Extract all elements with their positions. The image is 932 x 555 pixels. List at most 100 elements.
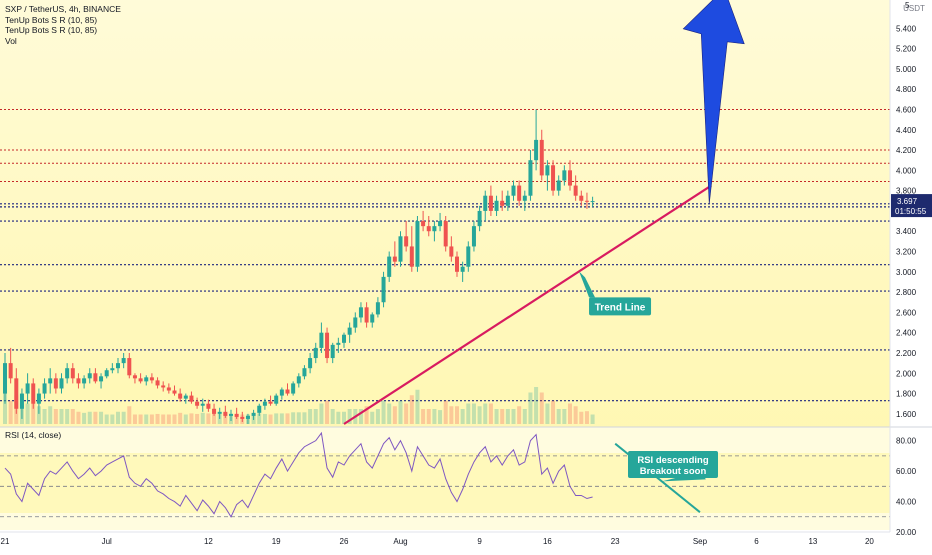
candle[interactable] (466, 241, 471, 272)
candle[interactable] (234, 407, 239, 419)
candle[interactable] (517, 180, 522, 206)
candle[interactable] (409, 226, 414, 272)
candle[interactable] (460, 261, 465, 282)
candle[interactable] (121, 352, 126, 369)
candle[interactable] (245, 413, 250, 424)
trend-callout-box[interactable] (589, 297, 652, 316)
rsi-callout-box[interactable] (628, 451, 718, 478)
candle[interactable] (8, 347, 13, 384)
candle[interactable] (285, 383, 290, 396)
candle[interactable] (110, 363, 115, 374)
candle[interactable] (291, 381, 296, 396)
candle[interactable] (511, 180, 516, 201)
candle[interactable] (223, 405, 228, 418)
candle[interactable] (166, 383, 171, 394)
candle[interactable] (494, 195, 499, 216)
candle[interactable] (93, 368, 98, 384)
candle[interactable] (443, 216, 448, 252)
candle[interactable] (455, 251, 459, 277)
candle[interactable] (308, 352, 313, 374)
indicator-volume[interactable]: Vol (5, 35, 17, 46)
candle[interactable] (579, 190, 584, 206)
candle[interactable] (325, 327, 330, 364)
candle[interactable] (42, 378, 47, 399)
candle[interactable] (471, 221, 476, 252)
candle[interactable] (330, 342, 335, 364)
candle[interactable] (25, 373, 30, 404)
candle[interactable] (172, 385, 177, 396)
candle[interactable] (195, 397, 200, 409)
candle[interactable] (3, 352, 7, 404)
candle[interactable] (319, 322, 324, 353)
candle[interactable] (36, 388, 41, 414)
candle[interactable] (392, 241, 397, 267)
candle[interactable] (522, 190, 527, 211)
candle[interactable] (99, 373, 104, 389)
candle[interactable] (347, 322, 352, 343)
candle[interactable] (370, 312, 375, 328)
candle[interactable] (14, 368, 19, 414)
candle[interactable] (161, 381, 166, 392)
candle[interactable] (189, 391, 194, 404)
indicator-sr-1[interactable]: TenUp Bots S R (10, 85) (5, 14, 98, 25)
candle[interactable] (268, 395, 273, 406)
candle[interactable] (53, 373, 58, 394)
candle[interactable] (217, 407, 222, 419)
candle[interactable] (251, 409, 256, 420)
candle[interactable] (358, 302, 363, 323)
candle[interactable] (477, 205, 482, 232)
candle[interactable] (104, 368, 109, 379)
candle[interactable] (274, 393, 279, 406)
candle[interactable] (364, 302, 369, 328)
candle[interactable] (149, 373, 154, 384)
candle[interactable] (483, 190, 488, 222)
candle[interactable] (132, 373, 137, 384)
candle[interactable] (313, 342, 318, 364)
candle[interactable] (138, 373, 143, 384)
candle[interactable] (556, 175, 561, 196)
candle[interactable] (421, 210, 426, 232)
candle[interactable] (545, 160, 550, 191)
candle[interactable] (534, 109, 539, 171)
candle[interactable] (438, 212, 443, 232)
candle[interactable] (488, 185, 493, 216)
candle[interactable] (590, 196, 595, 207)
candle[interactable] (426, 216, 431, 237)
candle[interactable] (375, 297, 380, 318)
candle[interactable] (432, 221, 437, 242)
candle[interactable] (415, 216, 420, 272)
indicator-sr-2[interactable]: TenUp Bots S R (10, 85) (5, 25, 98, 35)
candle[interactable] (387, 251, 392, 282)
candle[interactable] (144, 375, 149, 386)
candle[interactable] (353, 312, 358, 333)
candle[interactable] (212, 403, 217, 416)
candle[interactable] (505, 190, 510, 211)
current-price-tag[interactable] (891, 194, 932, 218)
candle[interactable] (584, 192, 589, 209)
candle[interactable] (342, 332, 346, 348)
candle[interactable] (59, 373, 64, 394)
candle[interactable] (70, 363, 75, 384)
breakout-arrow[interactable] (682, 0, 745, 204)
candle[interactable] (296, 373, 301, 388)
candle[interactable] (279, 387, 284, 400)
rsi-legend[interactable]: RSI (14, close) (5, 430, 62, 440)
candle[interactable] (87, 368, 92, 384)
candle[interactable] (48, 368, 53, 394)
candle[interactable] (200, 398, 205, 412)
candle[interactable] (336, 337, 341, 353)
candle[interactable] (206, 399, 211, 412)
candle[interactable] (240, 411, 245, 422)
candle[interactable] (183, 393, 188, 404)
candle[interactable] (551, 160, 556, 196)
candle[interactable] (65, 363, 70, 384)
candle[interactable] (302, 365, 307, 380)
candle[interactable] (82, 375, 87, 389)
candle[interactable] (381, 271, 386, 308)
candle[interactable] (539, 129, 544, 181)
candle[interactable] (127, 352, 132, 379)
candle[interactable] (449, 236, 454, 262)
candle[interactable] (528, 150, 533, 201)
candle[interactable] (76, 373, 81, 389)
